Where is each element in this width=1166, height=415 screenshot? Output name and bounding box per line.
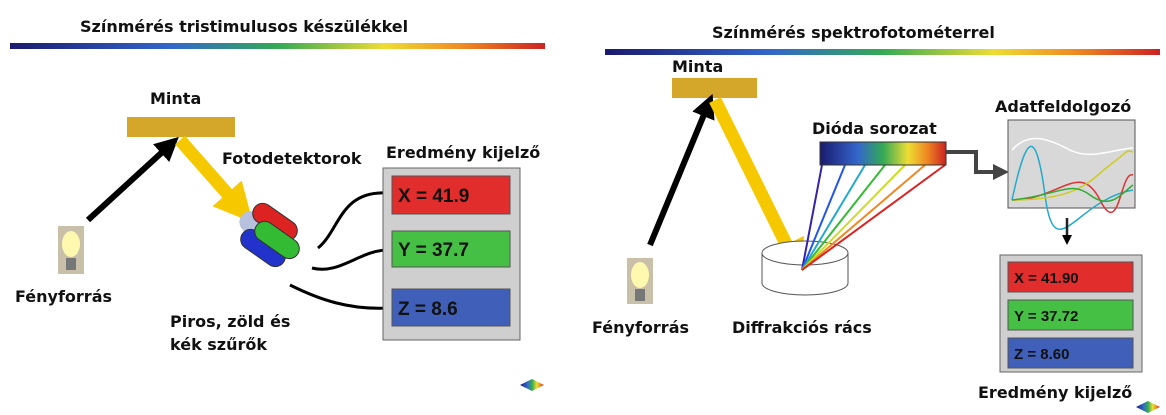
y-reading: Y = 37.7: [398, 240, 469, 261]
x-reading-box: [1007, 261, 1134, 293]
panel-title: Színmérés spektrofotométerrel: [712, 23, 995, 42]
cable: [311, 248, 389, 271]
right-panel: Színmérés spektrofotométerrel Minta Diód…: [592, 23, 1160, 413]
display-title: Eredmény kijelző: [386, 143, 540, 162]
sample: [672, 78, 757, 98]
bulb: [58, 226, 84, 274]
incident-light: [85, 136, 179, 223]
left-panel: Színmérés tristimulusos készülékkel Mint…: [10, 17, 545, 391]
logo: [520, 379, 544, 391]
sample-label: Minta: [672, 57, 723, 76]
diode-array-label: Dióda sorozat: [812, 119, 937, 138]
x-reading: X = 41.90: [1014, 270, 1079, 287]
processor-label: Adatfeldolgozó: [995, 97, 1131, 116]
reflected-light: [175, 135, 253, 223]
sample-label: Minta: [150, 89, 201, 108]
light-source-label: Fényforrás: [592, 318, 689, 337]
incident-light: [647, 93, 715, 247]
light-source-label: Fényforrás: [15, 287, 112, 306]
y-reading-box: [1007, 299, 1134, 331]
processor: [1007, 119, 1136, 209]
filters-label: kék szűrők: [170, 335, 267, 354]
dispersed-rays: [801, 164, 946, 271]
filters-label: Piros, zöld és: [170, 312, 290, 331]
x-reading: X = 41.9: [398, 186, 469, 207]
rainbow-bar: [605, 49, 1160, 55]
sample: [127, 117, 235, 137]
spectra: [1011, 137, 1134, 230]
y-reading: Y = 37.72: [1014, 308, 1078, 325]
diode-array: [819, 141, 947, 166]
reflected-light: [709, 97, 804, 280]
logo: [1136, 401, 1160, 413]
y-reading-box: [391, 230, 511, 268]
connector: [946, 150, 1009, 180]
grating-label: Diffrakciós rács: [732, 318, 872, 337]
cable: [289, 283, 389, 310]
z-reading: Z = 8.60: [1014, 346, 1069, 363]
panel-title: Színmérés tristimulusos készülékkel: [80, 17, 408, 36]
cable: [317, 191, 389, 250]
x-reading-box: [391, 175, 511, 215]
detectors-label: Fotodetektorok: [222, 149, 362, 168]
rainbow-bar: [10, 43, 545, 49]
z-reading: Z = 8.6: [398, 299, 458, 320]
z-reading-box: [1007, 337, 1134, 369]
filters: [239, 202, 300, 268]
z-reading-box: [391, 288, 511, 327]
display-title: Eredmény kijelző: [978, 383, 1132, 402]
bulb: [627, 258, 653, 304]
